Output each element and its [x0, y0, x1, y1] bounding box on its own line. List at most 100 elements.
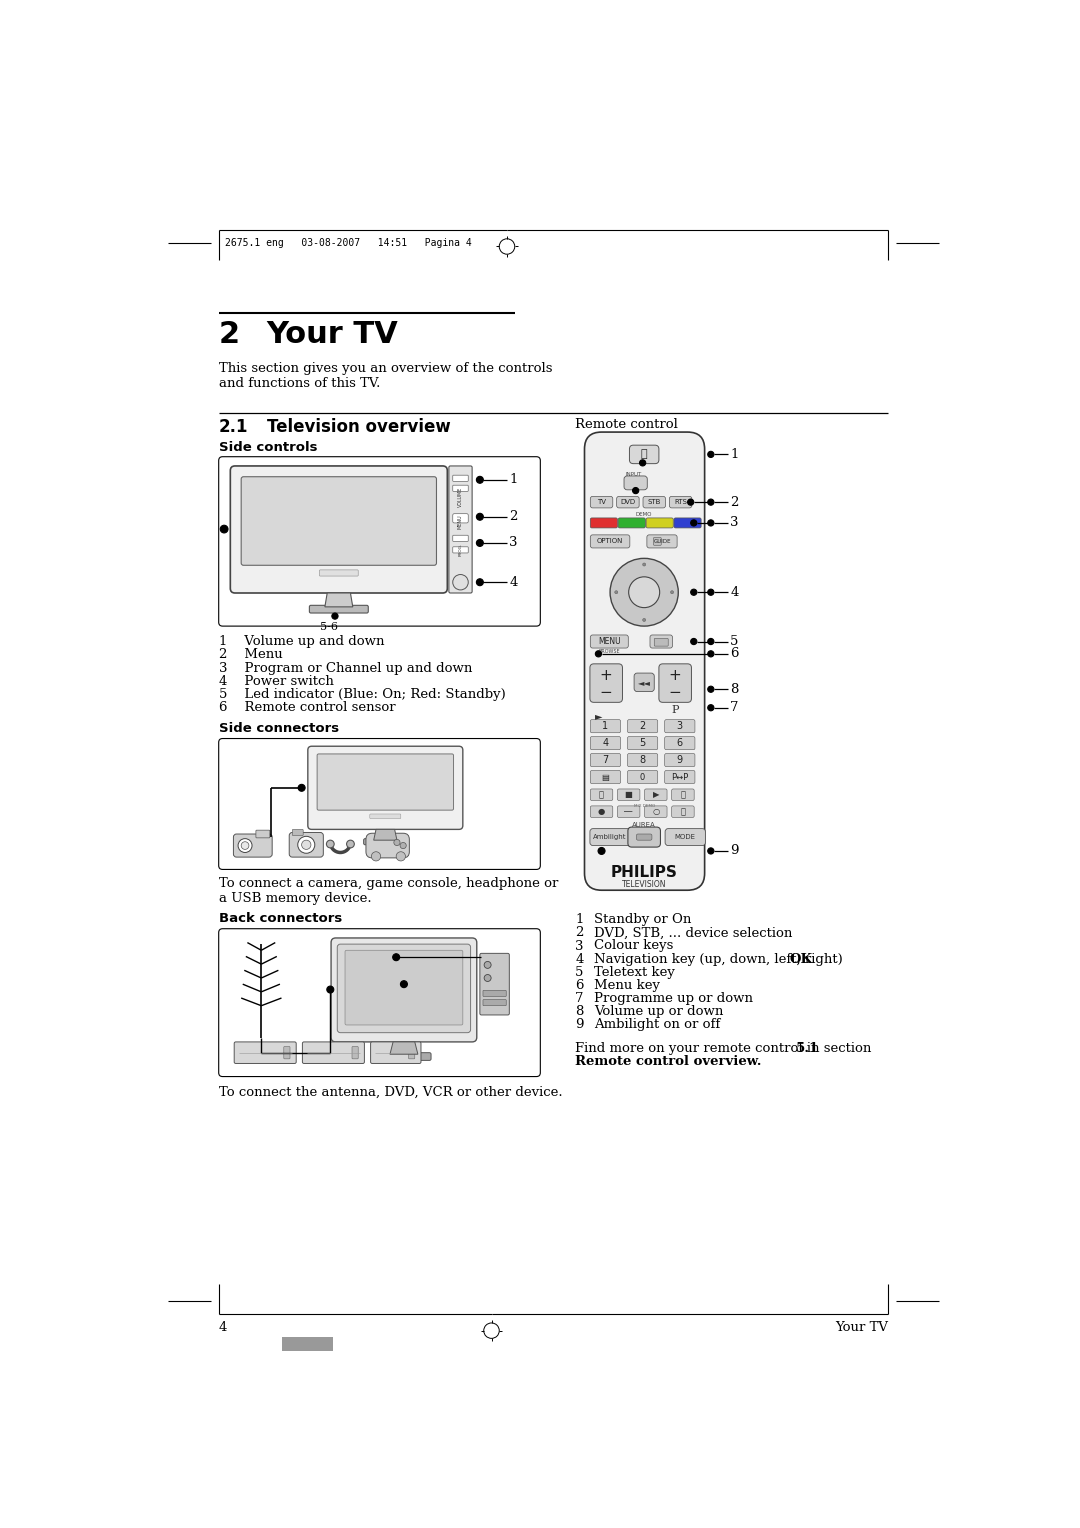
Circle shape: [643, 619, 646, 622]
Text: 4: 4: [730, 585, 739, 599]
Text: Side controls: Side controls: [218, 442, 318, 454]
Circle shape: [298, 784, 306, 792]
Text: Back connectors: Back connectors: [218, 912, 342, 924]
Text: ◄◄: ◄◄: [637, 678, 650, 686]
Circle shape: [332, 613, 338, 619]
Circle shape: [241, 842, 248, 850]
FancyBboxPatch shape: [289, 833, 323, 857]
Circle shape: [707, 500, 714, 506]
FancyBboxPatch shape: [643, 497, 665, 507]
Text: Your TV: Your TV: [835, 1322, 889, 1334]
FancyBboxPatch shape: [453, 513, 469, 523]
Circle shape: [707, 704, 714, 711]
Text: RTS: RTS: [674, 500, 687, 506]
FancyBboxPatch shape: [672, 788, 694, 801]
Text: ▤: ▤: [602, 773, 609, 781]
FancyBboxPatch shape: [332, 938, 476, 1042]
Text: Standby or On: Standby or On: [594, 914, 691, 926]
FancyBboxPatch shape: [337, 944, 471, 1033]
Text: 1: 1: [576, 914, 583, 926]
Text: 3    Program or Channel up and down: 3 Program or Channel up and down: [218, 662, 472, 674]
FancyBboxPatch shape: [480, 953, 510, 1015]
Text: 2: 2: [639, 721, 646, 732]
Text: Teletext key: Teletext key: [594, 966, 675, 978]
Text: MODE: MODE: [675, 834, 696, 840]
Text: Find more on your remote control in section: Find more on your remote control in sect…: [576, 1042, 876, 1054]
Text: 8: 8: [576, 1005, 583, 1018]
FancyBboxPatch shape: [366, 833, 409, 857]
FancyBboxPatch shape: [284, 1047, 291, 1059]
Text: 3: 3: [677, 721, 683, 732]
Text: TELEVISION: TELEVISION: [622, 880, 666, 889]
FancyBboxPatch shape: [591, 805, 612, 817]
Text: 1: 1: [510, 474, 517, 486]
FancyBboxPatch shape: [230, 466, 447, 593]
Circle shape: [484, 961, 491, 969]
Text: DEMO: DEMO: [636, 512, 652, 516]
Polygon shape: [374, 830, 397, 840]
Text: 5-6: 5-6: [320, 622, 338, 633]
FancyBboxPatch shape: [318, 753, 454, 810]
FancyBboxPatch shape: [636, 834, 652, 840]
FancyBboxPatch shape: [618, 788, 640, 801]
FancyBboxPatch shape: [345, 950, 463, 1025]
FancyBboxPatch shape: [453, 475, 469, 481]
FancyBboxPatch shape: [654, 639, 669, 646]
FancyBboxPatch shape: [302, 1042, 364, 1063]
Circle shape: [238, 839, 252, 853]
Circle shape: [326, 840, 334, 848]
FancyBboxPatch shape: [377, 1053, 431, 1060]
FancyBboxPatch shape: [591, 736, 621, 750]
FancyBboxPatch shape: [590, 828, 631, 845]
Text: VOLUME: VOLUME: [458, 486, 463, 507]
Text: ●: ●: [598, 807, 605, 816]
Text: INPUT: INPUT: [625, 472, 642, 477]
Text: This section gives you an overview of the controls
and functions of this TV.: This section gives you an overview of th…: [218, 362, 552, 390]
FancyBboxPatch shape: [630, 445, 659, 463]
Text: 0: 0: [640, 773, 645, 781]
FancyBboxPatch shape: [408, 1047, 415, 1059]
Circle shape: [629, 578, 660, 608]
Circle shape: [476, 513, 484, 520]
Text: 6: 6: [576, 979, 583, 992]
Text: 2.1: 2.1: [218, 419, 248, 435]
Circle shape: [707, 639, 714, 645]
Text: To connect the antenna, DVD, VCR or other device.: To connect the antenna, DVD, VCR or othe…: [218, 1086, 563, 1099]
FancyBboxPatch shape: [618, 805, 640, 817]
Text: 4: 4: [510, 576, 517, 588]
Text: STB: STB: [648, 500, 661, 506]
FancyBboxPatch shape: [672, 805, 694, 817]
FancyBboxPatch shape: [233, 834, 272, 857]
Bar: [282, 1337, 333, 1351]
FancyBboxPatch shape: [647, 535, 677, 549]
Text: ►: ►: [595, 711, 603, 721]
Text: +: +: [669, 668, 681, 683]
Text: 9: 9: [576, 1018, 583, 1031]
Text: Ambilight: Ambilight: [593, 834, 626, 840]
FancyBboxPatch shape: [241, 477, 436, 565]
FancyBboxPatch shape: [646, 518, 673, 529]
Text: 5    Led indicator (Blue: On; Red: Standby): 5 Led indicator (Blue: On; Red: Standby): [218, 688, 505, 701]
Text: 6    Remote control sensor: 6 Remote control sensor: [218, 701, 395, 714]
FancyBboxPatch shape: [293, 830, 303, 836]
Text: 2675.1 eng   03-08-2007   14:51   Pagina 4: 2675.1 eng 03-08-2007 14:51 Pagina 4: [225, 238, 472, 249]
Text: 6: 6: [730, 648, 739, 660]
Text: To connect a camera, game console, headphone or
a USB memory device.: To connect a camera, game console, headp…: [218, 877, 558, 905]
Circle shape: [220, 526, 228, 533]
FancyBboxPatch shape: [453, 486, 469, 492]
Text: −: −: [669, 685, 681, 700]
Text: 5: 5: [576, 966, 583, 978]
FancyBboxPatch shape: [591, 636, 629, 648]
Text: 3: 3: [730, 516, 739, 529]
Circle shape: [372, 851, 380, 860]
Text: ⏻: ⏻: [458, 578, 463, 587]
Circle shape: [400, 842, 406, 848]
Text: ⏻: ⏻: [640, 449, 648, 460]
Text: ―: ―: [624, 807, 633, 816]
FancyBboxPatch shape: [449, 466, 472, 593]
Polygon shape: [390, 1042, 418, 1054]
FancyBboxPatch shape: [234, 1042, 296, 1063]
FancyBboxPatch shape: [256, 830, 270, 837]
Circle shape: [707, 590, 714, 596]
Text: MENU: MENU: [598, 637, 621, 646]
